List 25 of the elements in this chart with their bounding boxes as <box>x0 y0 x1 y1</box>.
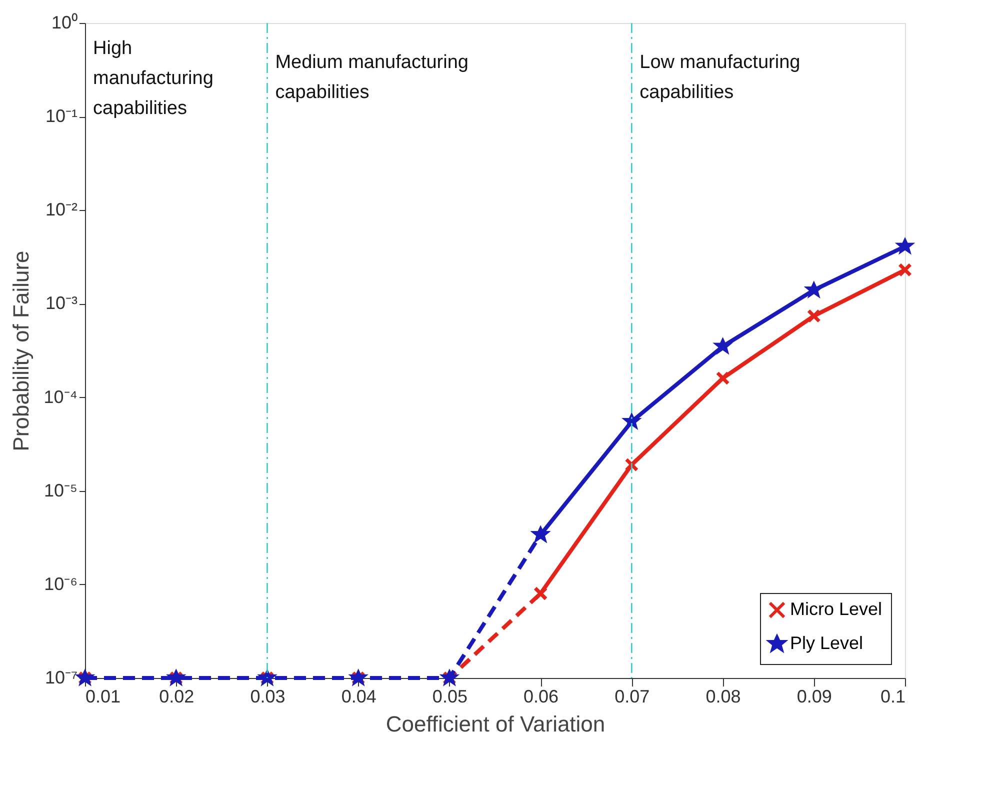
y-axis-title: Probability of Failure <box>8 250 34 452</box>
x-axis-title: Coefficient of Variation <box>386 712 606 736</box>
x-tick-label: 0.04 <box>341 686 376 706</box>
y-tick-label: 10⁻¹ <box>45 106 78 126</box>
y-tick-label: 10⁻⁶ <box>44 574 78 594</box>
x-tick-label: 0.07 <box>614 686 650 706</box>
y-tick-label: 10⁻⁴ <box>44 386 78 407</box>
annotation: High manufacturing capabilities <box>93 38 214 119</box>
y-tick-label: 10⁻³ <box>45 293 78 314</box>
annotation: Low manufacturing capabilities <box>640 52 800 103</box>
annotation: Medium manufacturing capabilities <box>275 52 468 103</box>
y-tick-label: 10⁻⁵ <box>44 480 78 500</box>
x-tick-label: 0.06 <box>524 686 559 706</box>
x-tick-label: 0.03 <box>250 686 286 706</box>
x-tick-label: 0.1 <box>880 686 906 706</box>
x-tick-label: 0.09 <box>796 686 832 706</box>
legend-label: Ply Level <box>790 633 864 653</box>
y-tick-label: 10⁻² <box>45 200 78 220</box>
y-tick-label: 10⁰ <box>51 12 78 32</box>
y-tick-label: 10⁻⁷ <box>44 668 78 688</box>
x-tick-label: 0.05 <box>432 686 468 706</box>
x-tick-label: 0.01 <box>86 686 121 706</box>
x-tick-label: 0.02 <box>159 686 194 706</box>
x-tick-label: 0.08 <box>706 686 741 706</box>
legend-label: Micro Level <box>790 599 882 619</box>
